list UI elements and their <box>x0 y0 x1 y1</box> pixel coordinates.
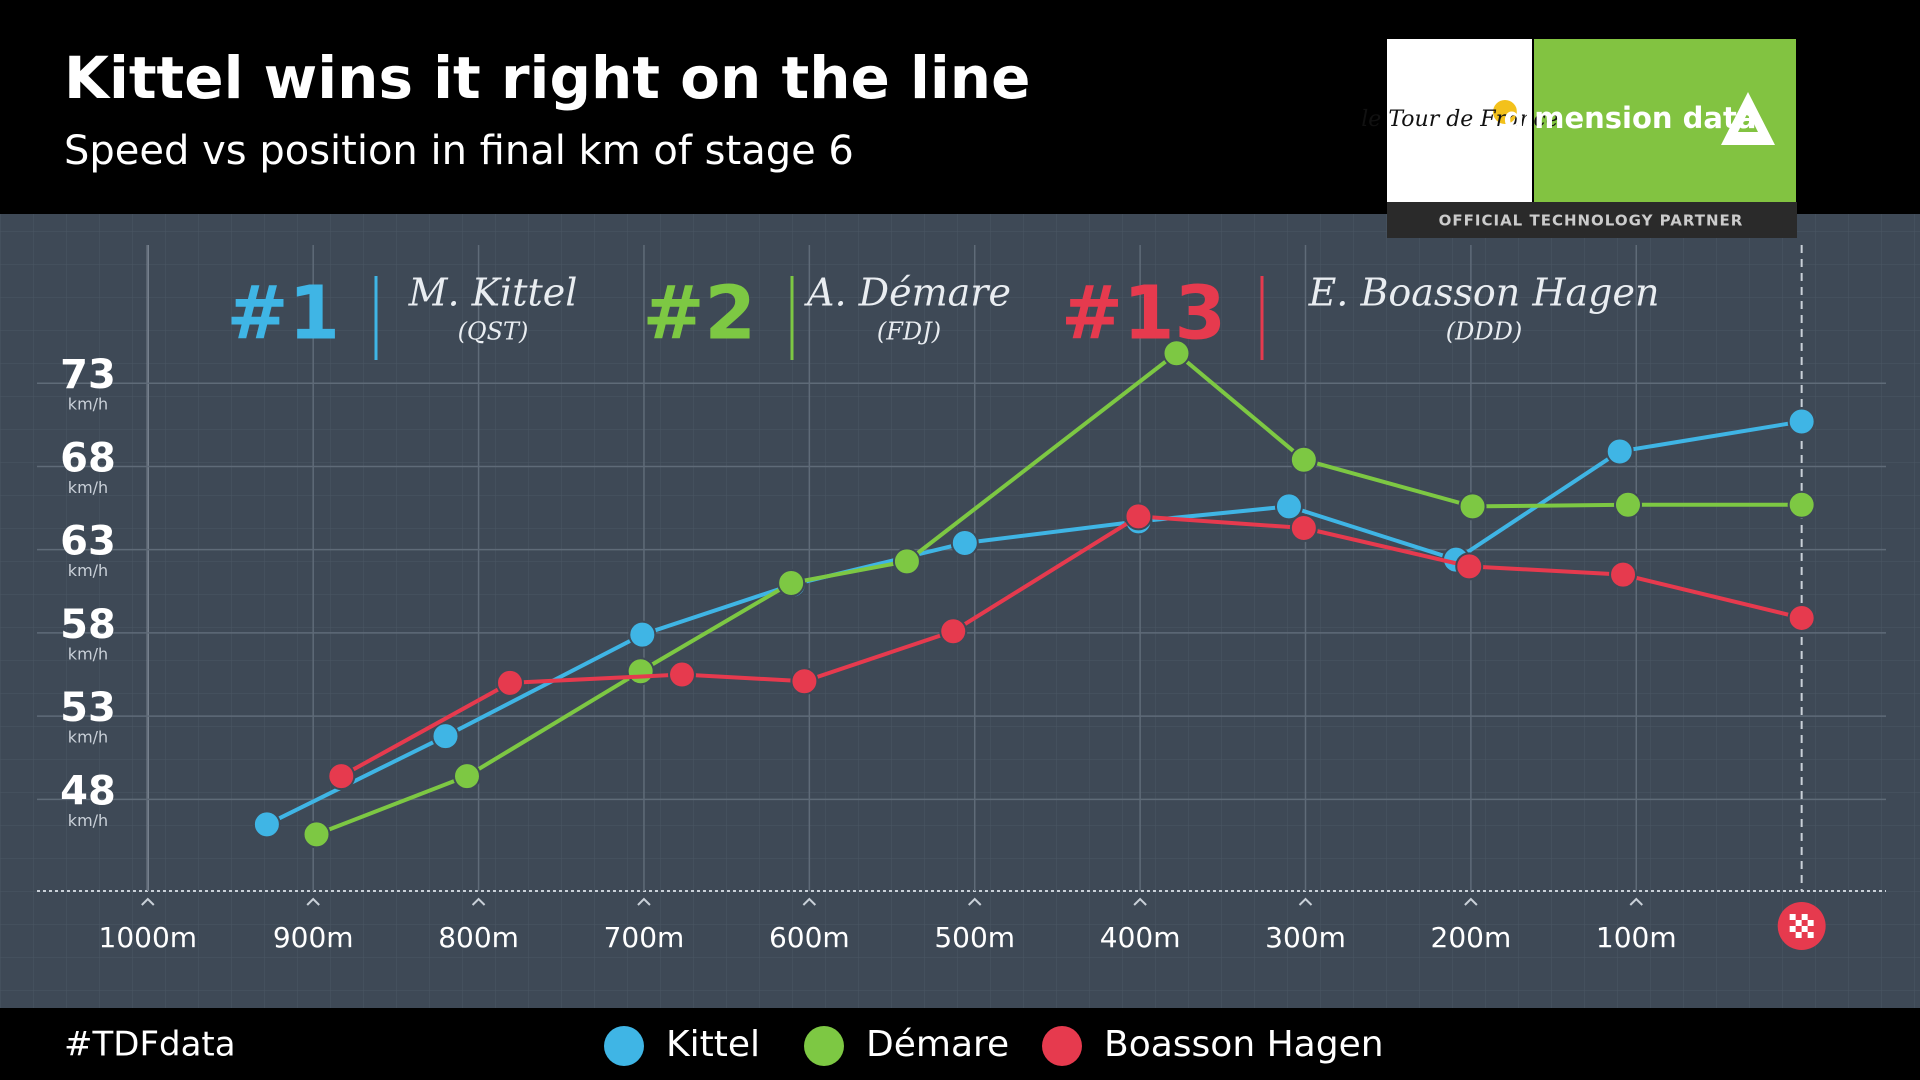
flag-square <box>1789 914 1796 920</box>
tick-caret <box>471 897 486 906</box>
y-tick-label: 63 <box>60 519 116 565</box>
x-tick-label: 100m <box>1596 921 1677 954</box>
sponsor-logo: le Tour de France dimension data OFFICIA… <box>1361 39 1797 238</box>
rider-name: E. Boasson Hagen <box>1308 271 1660 315</box>
y-tick-unit: km/h <box>68 644 108 663</box>
tick-caret <box>141 897 155 906</box>
x-tick-label: 200m <box>1431 921 1512 954</box>
legend-label: Boasson Hagen <box>1104 1024 1384 1065</box>
data-point <box>453 762 481 791</box>
data-point <box>950 529 979 558</box>
flag-square <box>1807 932 1814 938</box>
rider-team: (QST) <box>458 318 529 346</box>
data-point <box>1787 490 1816 519</box>
tick-caret <box>1133 897 1147 906</box>
data-point <box>1455 552 1484 581</box>
data-point <box>1162 339 1191 368</box>
y-tick-label: 58 <box>60 602 116 648</box>
data-point <box>626 657 655 686</box>
tick-caret <box>1464 897 1478 906</box>
x-tick-label: 800m <box>438 921 519 954</box>
data-point <box>302 820 331 849</box>
flag-square <box>1795 932 1802 938</box>
tick-caret <box>802 897 817 906</box>
legend-swatch <box>604 1026 644 1066</box>
tick-caret <box>637 897 651 906</box>
logo-triangle <box>1721 92 1775 145</box>
hashtag: #TDFdata <box>64 1025 236 1065</box>
data-point <box>777 568 806 597</box>
flag-square <box>1807 920 1814 926</box>
flag-square <box>1795 920 1802 926</box>
x-tick-label: 1000m <box>99 921 198 954</box>
flag-square <box>1801 926 1808 932</box>
footer-bg <box>0 1008 1920 1080</box>
tick-caret <box>1298 897 1313 906</box>
data-point <box>668 660 696 689</box>
flag-square <box>1789 926 1796 932</box>
rider-team: (DDD) <box>1446 318 1522 346</box>
chart-subtitle: Speed vs position in final km of stage 6 <box>64 128 854 174</box>
tick-caret <box>968 897 982 906</box>
data-point <box>790 667 819 696</box>
series-line <box>315 350 1802 837</box>
y-tick-label: 53 <box>60 685 116 731</box>
data-point <box>628 620 657 649</box>
data-point <box>1605 437 1634 466</box>
rank: #13 <box>1061 271 1226 357</box>
x-tick-label: 400m <box>1100 921 1181 954</box>
rank: #1 <box>227 271 341 357</box>
x-tick-label: 600m <box>769 921 850 954</box>
y-tick-unit: km/h <box>68 728 108 747</box>
y-tick-unit: km/h <box>68 811 108 830</box>
legend-swatch <box>1042 1026 1082 1066</box>
tick-caret <box>306 897 320 906</box>
legend-label: Démare <box>866 1024 1009 1065</box>
data-point <box>327 762 356 791</box>
series-line <box>340 514 1803 778</box>
rider-name: A. Démare <box>804 271 1011 315</box>
finish-flag <box>1789 914 1814 938</box>
data-point <box>431 722 460 751</box>
y-tick-label: 73 <box>60 352 116 398</box>
data-point <box>1787 407 1816 436</box>
rider-name: M. Kittel <box>408 271 578 315</box>
data-point <box>939 617 968 646</box>
minor-grid <box>0 214 1920 1008</box>
y-tick-label: 48 <box>60 768 116 814</box>
rider-team: (FDJ) <box>877 318 941 346</box>
data-point <box>496 668 524 697</box>
data-point <box>252 810 281 839</box>
data-point <box>1614 490 1642 519</box>
logo-sun <box>1493 100 1517 124</box>
legend-label: Kittel <box>666 1024 760 1065</box>
data-point <box>892 547 921 576</box>
rank: #2 <box>643 271 757 357</box>
data-point <box>1124 502 1153 531</box>
data-point <box>1787 603 1816 632</box>
logo-name: dimension data <box>1504 101 1757 135</box>
tick-caret <box>1629 897 1643 906</box>
data-point <box>1458 492 1487 521</box>
x-tick-label: 900m <box>273 921 354 954</box>
flag-square <box>1801 914 1808 920</box>
logo-bar <box>1387 202 1797 238</box>
data-point <box>1289 514 1318 543</box>
x-tick-label: 300m <box>1265 921 1346 954</box>
y-tick-unit: km/h <box>68 395 108 414</box>
logo-tagline: OFFICIAL TECHNOLOGY PARTNER <box>1439 212 1744 230</box>
data-point <box>1609 560 1638 589</box>
x-tick-label: 700m <box>604 921 685 954</box>
data-point <box>1274 492 1303 521</box>
x-tick-label: 500m <box>934 921 1015 954</box>
y-tick-unit: km/h <box>68 478 108 497</box>
legend-swatch <box>804 1026 844 1066</box>
y-tick-label: 68 <box>60 435 116 481</box>
data-point <box>1289 445 1318 474</box>
chart-title: Kittel wins it right on the line <box>64 44 1030 112</box>
y-tick-unit: km/h <box>68 561 108 580</box>
logo-tour: le Tour de France <box>1361 107 1558 132</box>
